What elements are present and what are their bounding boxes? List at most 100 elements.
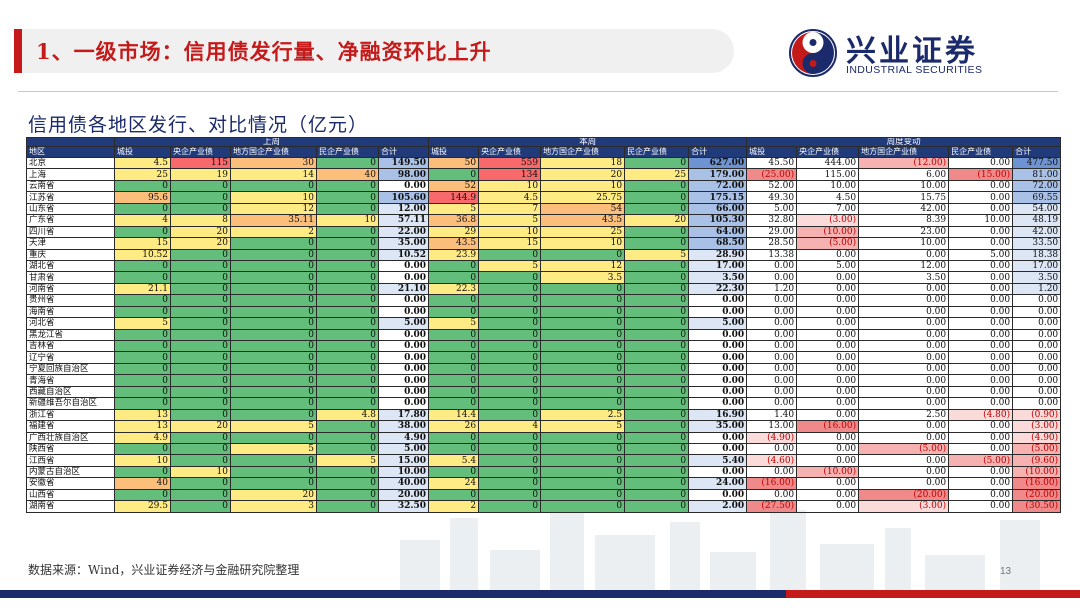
value-cell: 42.00 (858, 202, 950, 216)
value-cell: 23.9 (428, 248, 480, 261)
value-cell: 18.38 (1012, 248, 1062, 261)
value-cell: 0 (230, 179, 317, 193)
total-cell: 0.00 (377, 397, 430, 410)
value-cell: 0 (624, 420, 690, 433)
value-cell: 0 (540, 488, 626, 502)
value-cell: 0 (540, 362, 626, 376)
value-cell: 15 (478, 237, 542, 250)
value-cell: 0 (316, 305, 379, 319)
value-cell: 0.00 (858, 374, 950, 387)
value-cell: 0 (478, 339, 542, 353)
value-cell: 20 (170, 237, 231, 250)
value-cell: 0 (170, 248, 231, 261)
total-cell: 0.00 (688, 385, 748, 399)
value-cell: (10.00) (796, 465, 860, 479)
value-cell: (4.90) (1012, 431, 1062, 444)
section-subtitle: 信用债各地区发行、对比情况（亿元） (28, 114, 369, 136)
logo-mark-icon (789, 29, 837, 77)
value-cell: 0 (114, 465, 171, 479)
table-body: 北京 4.5 115 30 0 149.50 50 559 18 0 627.00 45.50 444.… (26, 156, 1062, 513)
value-cell: 0 (170, 500, 231, 513)
region-cell: 黑龙江省 (26, 328, 115, 342)
value-cell: 0.00 (858, 294, 950, 307)
value-cell: 0.00 (858, 420, 950, 433)
value-cell: 0 (428, 431, 480, 444)
value-cell: 20 (230, 488, 317, 502)
value-cell: 72.00 (1012, 179, 1062, 193)
region-cell: 江西省 (26, 454, 115, 467)
table-row: 湖南省 29.5 0 3 0 32.50 2 0 0 0 2.00 (27.50) 0.00 (3.00)… (26, 500, 1062, 513)
total-cell: 28.90 (688, 248, 748, 261)
value-cell: 0 (624, 385, 690, 399)
value-cell: 0.00 (948, 191, 1014, 204)
value-cell: 0.00 (796, 339, 860, 353)
total-cell: 98.00 (377, 168, 430, 181)
value-cell: 4 (114, 214, 171, 227)
value-cell: 15.75 (858, 191, 950, 204)
value-cell: 0 (316, 488, 379, 502)
region-cell: 河北省 (26, 317, 115, 330)
value-cell: 25 (624, 168, 690, 181)
value-cell: 13.38 (746, 248, 798, 261)
value-cell: 0 (624, 225, 690, 239)
value-cell: 18 (540, 156, 626, 170)
value-cell: 0 (478, 271, 542, 284)
value-cell: 0.00 (858, 305, 950, 319)
table-row: 四川省 0 20 2 0 22.00 29 10 25 0 64.00 29.00 (10.00) 23.… (26, 225, 1062, 239)
value-cell: 0.00 (948, 465, 1014, 479)
value-cell: 0 (478, 465, 542, 479)
value-cell: 14 (230, 168, 317, 181)
value-cell: 8 (170, 214, 231, 227)
value-cell: 10 (478, 225, 542, 239)
value-cell: 0.00 (1012, 328, 1062, 342)
value-cell: 0 (316, 351, 379, 364)
value-cell: 0.00 (948, 179, 1014, 193)
value-cell: 0.00 (746, 271, 798, 284)
value-cell: 0.00 (948, 317, 1014, 330)
value-cell: 25 (114, 168, 171, 181)
value-cell: 1.20 (746, 282, 798, 296)
value-cell: 10.00 (948, 214, 1014, 227)
total-cell: 0.00 (688, 431, 748, 444)
total-cell: 0.00 (688, 374, 748, 387)
region-cell: 广东省 (26, 214, 115, 227)
value-cell: 0 (170, 351, 231, 364)
table-row: 浙江省 13 0 0 4.8 17.80 14.4 0 2.5 0 16.90 1.40 0.00 2.5… (26, 408, 1062, 422)
column-header: 合计 (377, 146, 430, 158)
column-header: 城投 (114, 146, 171, 158)
value-cell: 0 (114, 351, 171, 364)
value-cell: 0 (624, 362, 690, 376)
value-cell: 0.00 (746, 488, 798, 502)
total-cell: 22.00 (377, 225, 430, 239)
value-cell: 0.00 (796, 477, 860, 490)
value-cell: 0 (428, 294, 480, 307)
value-cell: 0.00 (746, 328, 798, 342)
value-cell: 0.00 (948, 282, 1014, 296)
total-cell: 12.00 (377, 202, 430, 216)
value-cell: 5 (540, 420, 626, 433)
region-cell: 四川省 (26, 225, 115, 239)
total-cell: 16.90 (688, 408, 748, 422)
table-row: 新疆维吾尔自治区 0 0 0 0 0.00 0 0 0 0 0.00 0.00 0.00 0.00 0.00… (26, 397, 1062, 410)
value-cell: 0 (170, 488, 231, 502)
value-cell: 2 (230, 225, 317, 239)
table-group-header: 上周 本周 周度变动 (26, 137, 1062, 147)
total-cell: 0.00 (377, 305, 430, 319)
value-cell: 20 (170, 420, 231, 433)
value-cell: 0 (624, 431, 690, 444)
value-cell: 0 (624, 156, 690, 170)
value-cell: (20.00) (1012, 488, 1062, 502)
value-cell: 0.00 (796, 397, 860, 410)
value-cell: 0 (478, 374, 542, 387)
value-cell: 0 (478, 282, 542, 296)
value-cell: 1.40 (746, 408, 798, 422)
value-cell: 7.00 (796, 202, 860, 216)
brand-logo: 兴业证券 INDUSTRIAL SECURITIES (788, 26, 1028, 82)
value-cell: 0.00 (858, 477, 950, 490)
value-cell: 4 (478, 420, 542, 433)
value-cell: 0 (316, 397, 379, 410)
value-cell: 0.00 (858, 397, 950, 410)
total-cell: 0.00 (688, 305, 748, 319)
value-cell: 10.00 (858, 237, 950, 250)
value-cell: 0 (230, 271, 317, 284)
